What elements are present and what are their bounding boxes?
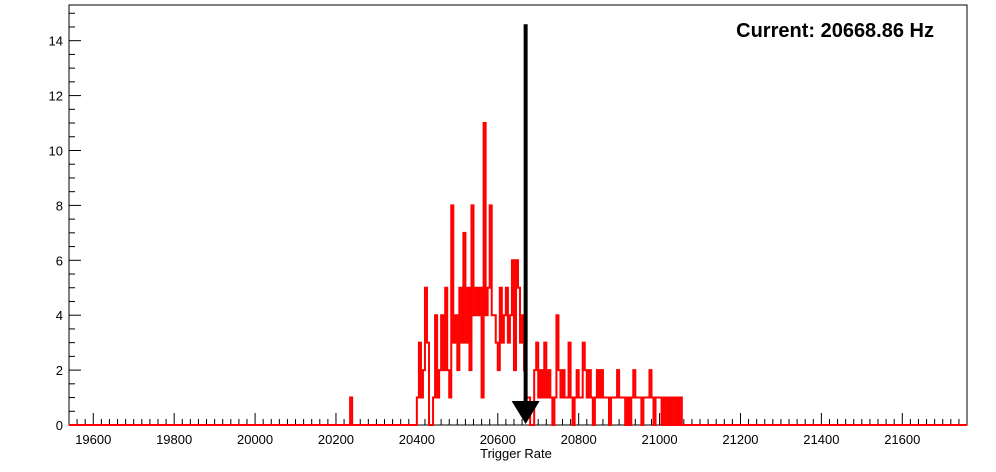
x-tick-label: 20600 [480,432,516,447]
y-tick-label: 10 [49,143,63,158]
x-tick-label: 20800 [561,432,597,447]
x-tick-label: 21200 [722,432,758,447]
plot-frame [68,4,968,426]
y-tick-label: 2 [56,363,63,378]
x-tick-label: 20200 [318,432,354,447]
histogram-series [69,122,967,426]
y-tick-label: 14 [49,34,63,49]
y-tick-label: 0 [56,418,63,433]
y-tick-label: 12 [49,89,63,104]
x-tick-label: 21600 [884,432,920,447]
y-tick-label: 8 [56,198,63,213]
x-tick-label: 20000 [237,432,273,447]
x-tick-label: 21400 [803,432,839,447]
x-axis-label: Trigger Rate [480,446,552,461]
marker-arrowhead-icon [511,401,540,424]
y-tick-label: 4 [56,308,63,323]
x-tick-label: 19600 [75,432,111,447]
current-rate-annotation: Current: 20668.86 Hz [736,20,934,42]
current-rate-marker [511,24,540,424]
y-tick-label: 6 [56,253,63,268]
x-tick-label: 21000 [641,432,677,447]
x-tick-label: 19800 [156,432,192,447]
y-axis: 0 2 4 6 8 10 12 14 [49,12,81,433]
x-tick-label: 20400 [399,432,435,447]
